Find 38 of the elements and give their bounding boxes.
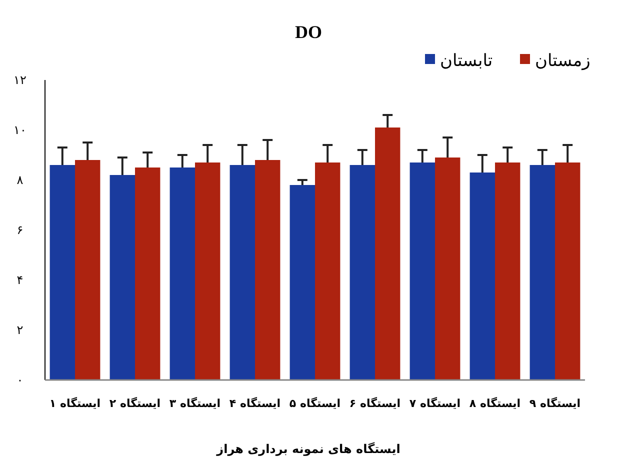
x-tick-label: ایستگاه ۴: [229, 397, 281, 410]
x-tick-label: ایستگاه ۹: [529, 397, 581, 410]
x-axis-title: ایستگاه های نمونه برداری هراز: [216, 442, 400, 456]
y-tick-label: ۴: [16, 273, 24, 288]
bar: [135, 168, 160, 380]
bar: [195, 162, 220, 380]
x-tick-label: ایستگاه ۲: [109, 397, 161, 410]
bar: [435, 158, 460, 380]
bar: [555, 162, 580, 380]
bar: [495, 162, 520, 380]
y-tick-label: ۶: [16, 223, 24, 238]
bar: [170, 168, 195, 380]
bar: [255, 160, 280, 380]
y-tick-label: ۰: [16, 373, 24, 388]
y-tick-label: ۱۰: [14, 123, 26, 138]
legend-label: تابستان: [440, 51, 493, 71]
bar: [50, 165, 75, 380]
y-tick-label: ۲: [16, 323, 24, 338]
bar: [350, 165, 375, 380]
x-tick-label: ایستگاه ۳: [169, 397, 221, 410]
legend-label: زمستان: [535, 51, 590, 71]
bar: [530, 165, 555, 380]
x-tick-label: ایستگاه ۵: [289, 397, 341, 410]
y-tick-label: ۱۲: [14, 73, 26, 88]
bar: [290, 185, 315, 380]
x-tick-label: ایستگاه ۸: [469, 397, 521, 410]
bar: [410, 162, 435, 380]
x-tick-label: ایستگاه ۱: [49, 397, 101, 410]
bar: [470, 172, 495, 380]
y-tick-label: ۸: [16, 173, 24, 188]
x-tick-label: ایستگاه ۶: [349, 397, 401, 410]
bar: [230, 165, 255, 380]
bar: [315, 162, 340, 380]
bar: [375, 128, 400, 380]
bar: [75, 160, 100, 380]
x-tick-label: ایستگاه ۷: [409, 397, 461, 410]
chart-title: DO: [295, 22, 322, 42]
bar: [110, 175, 135, 380]
